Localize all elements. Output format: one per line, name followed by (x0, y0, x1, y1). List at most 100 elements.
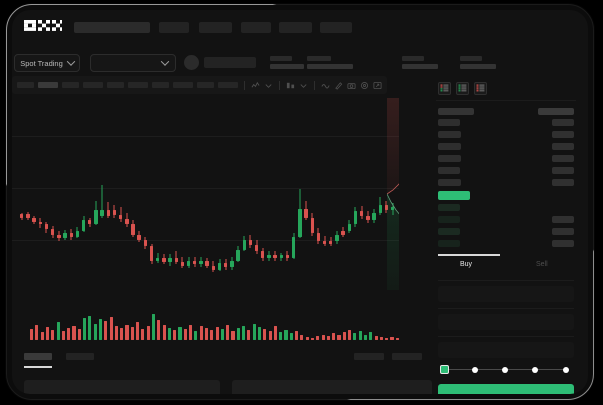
timeframe-chip-10[interactable] (218, 82, 238, 88)
stat-block-4 (460, 56, 502, 69)
volume-bar (348, 330, 352, 340)
orderbook-bid-row-right[interactable] (552, 240, 574, 247)
volume-chart (24, 306, 399, 340)
search-input[interactable] (74, 22, 150, 33)
line-style-icon[interactable] (321, 81, 330, 90)
bottom-panel-left[interactable] (24, 380, 220, 394)
orderbook-ask-row-left[interactable] (438, 131, 461, 138)
chevron-down-icon[interactable] (299, 81, 308, 90)
bottom-action-2[interactable] (392, 353, 422, 360)
tab-buy[interactable]: Buy (460, 261, 473, 268)
timeframe-chip-4[interactable] (83, 82, 103, 88)
orderbook-ask-row-right[interactable] (552, 143, 574, 150)
candle-body (310, 217, 314, 234)
slider-node-100[interactable] (563, 366, 569, 373)
nav-item-4[interactable] (279, 22, 312, 33)
orderbook-view-bids-icon[interactable] (456, 82, 469, 95)
camera-icon[interactable] (347, 81, 356, 90)
volume-bar (130, 326, 134, 340)
orderbook-ask-row-right[interactable] (552, 179, 574, 186)
orderbook-ask-row-left[interactable] (438, 179, 461, 186)
price-field[interactable] (438, 286, 574, 302)
fullscreen-icon[interactable] (373, 81, 382, 90)
compare-icon[interactable] (286, 81, 295, 90)
price-chart[interactable] (12, 98, 399, 298)
orderbook-bid-row-left[interactable] (438, 216, 460, 223)
volume-bar (220, 329, 224, 340)
market-type-dropdown[interactable]: Spot Trading (14, 54, 80, 72)
volume-bar (146, 325, 150, 340)
candlestick (273, 98, 277, 298)
orderbook-ask-row-right[interactable] (552, 155, 574, 162)
nav-item-2[interactable] (199, 22, 232, 33)
nav-item-3[interactable] (241, 22, 271, 33)
orderbook-ask-row-left[interactable] (438, 143, 461, 150)
amount-field[interactable] (438, 314, 574, 330)
indicator-icon[interactable] (251, 81, 260, 90)
timeframe-chip-9[interactable] (197, 82, 214, 88)
volume-bar (51, 330, 55, 340)
orderbook-header-right[interactable] (538, 108, 574, 115)
slider-handle[interactable] (440, 365, 449, 374)
slider-node-75[interactable] (532, 366, 538, 373)
nav-item-5[interactable] (320, 22, 352, 33)
timeframe-chip-7[interactable] (152, 82, 169, 88)
orderbook-ask-row-right[interactable] (552, 119, 574, 126)
okx-logo[interactable] (24, 20, 62, 31)
trading-pair-select[interactable] (90, 54, 176, 72)
depth-chart-svg (387, 98, 399, 290)
amount-slider[interactable] (440, 365, 572, 374)
chevron-down-icon[interactable] (264, 81, 273, 90)
slider-node-50[interactable] (502, 366, 508, 373)
bottom-tab-2[interactable] (66, 353, 94, 360)
orderbook-ask-row-left[interactable] (438, 119, 460, 126)
total-field[interactable] (438, 342, 574, 358)
timeframe-chip-3[interactable] (62, 82, 79, 88)
orderbook-view-both-icon[interactable] (438, 82, 451, 95)
order-form-tabs[interactable]: Buy Sell (436, 254, 576, 278)
chevron-down-icon (66, 57, 76, 66)
orderbook-ask-row-left[interactable] (438, 155, 461, 162)
timeframe-chip-5[interactable] (107, 82, 124, 88)
volume-bar (231, 331, 235, 340)
orderbook-bid-row-left[interactable] (438, 240, 460, 247)
settings-gear-icon[interactable] (360, 81, 369, 90)
candle-body (32, 218, 36, 222)
drawing-pencil-icon[interactable] (334, 81, 343, 90)
orderbook-ask-row-left[interactable] (438, 167, 460, 174)
chart-toolbar[interactable] (12, 76, 387, 94)
timeframe-chip-6[interactable] (128, 82, 148, 88)
orderbook-bid-row-right[interactable] (552, 228, 574, 235)
orderbook-bid-row-right[interactable] (552, 216, 574, 223)
orderbook-view-toggles[interactable] (438, 82, 487, 95)
slider-node-25[interactable] (472, 366, 478, 373)
tab-sell[interactable]: Sell (536, 261, 548, 268)
bottom-panel-right[interactable] (232, 380, 432, 394)
nav-item-1[interactable] (159, 22, 189, 33)
volume-bar (114, 325, 118, 340)
bottom-action-1[interactable] (354, 353, 384, 360)
orderbook-bid-row-left[interactable] (438, 204, 460, 211)
orderbook-header-left[interactable] (438, 108, 474, 115)
form-divider-3 (438, 336, 574, 337)
orderbook-ask-row-right[interactable] (552, 131, 574, 138)
volume-bar (109, 316, 113, 340)
candle-body (372, 212, 376, 221)
candlestick (372, 98, 376, 298)
volume-bar (395, 337, 399, 340)
bottom-tab-1[interactable] (24, 353, 52, 360)
submit-order-button[interactable] (438, 384, 574, 394)
candle-body (38, 221, 42, 225)
candlestick (38, 98, 42, 298)
orderbook-view-asks-icon[interactable] (474, 82, 487, 95)
volume-bar (242, 325, 246, 340)
timeframe-chip-2[interactable] (38, 82, 58, 88)
volume-bar (337, 334, 341, 340)
orderbook-bid-row-left[interactable] (438, 228, 460, 235)
candle-body (291, 237, 296, 258)
timeframe-chip-1[interactable] (17, 82, 34, 88)
candlestick (248, 98, 253, 298)
orderbook-ask-row-right[interactable] (552, 167, 574, 174)
candlestick (81, 98, 86, 298)
timeframe-chip-8[interactable] (173, 82, 193, 88)
